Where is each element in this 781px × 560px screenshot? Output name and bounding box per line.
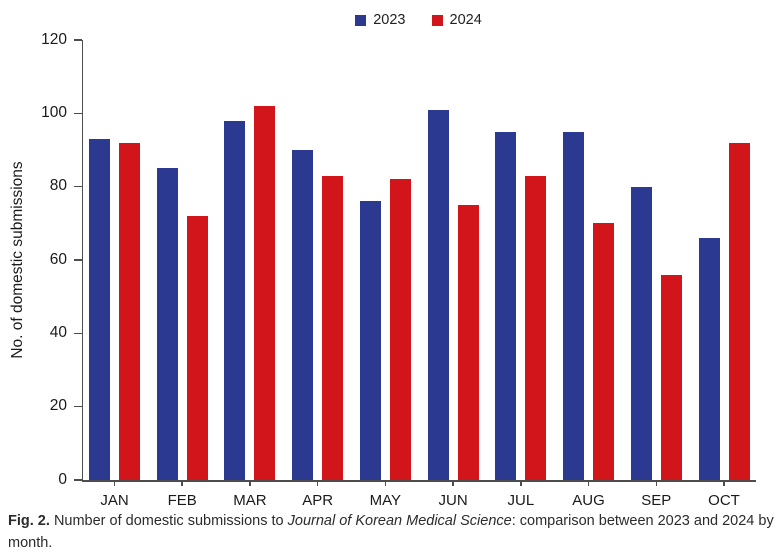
y-tick-label-100: 100 (41, 103, 67, 121)
y-axis-tick-20 (74, 405, 82, 408)
bar-2023-apr (292, 150, 314, 480)
x-tick-label-apr: APR (302, 492, 334, 509)
bar-2023-feb (156, 168, 178, 480)
bar-2024-sep (660, 274, 682, 480)
x-axis-tick-sep (655, 480, 658, 486)
bar-2023-jan (89, 139, 110, 480)
x-axis-tick-jan (113, 480, 116, 486)
x-axis-tick-feb (181, 480, 183, 486)
legend-swatch-2024-icon (431, 14, 443, 26)
x-tick-label-jul: JUL (507, 492, 535, 509)
bar-2024-jul (525, 175, 547, 480)
caption-text-before: Number of domestic submissions to (53, 513, 284, 529)
bar-2024-oct (728, 142, 750, 480)
x-tick-label-feb: FEB (167, 492, 197, 509)
bar-2024-jan (119, 142, 140, 480)
bar-2023-jul (495, 131, 517, 480)
legend-item-2023: 2023 (355, 12, 406, 28)
y-tick-label-40: 40 (49, 323, 67, 341)
legend-label-2023: 2023 (373, 12, 406, 28)
chart-legend: 2023 2024 (82, 9, 755, 31)
bar-2024-may (389, 179, 411, 480)
caption-figure-number: Fig. 2. (8, 513, 50, 529)
y-tick-label-80: 80 (49, 177, 67, 195)
y-axis-tick-40 (74, 332, 82, 335)
bar-2024-apr (322, 175, 344, 480)
y-tick-label-0: 0 (58, 470, 67, 488)
x-tick-label-jan: JAN (100, 492, 129, 509)
x-axis-tick-jul (520, 480, 522, 486)
y-tick-label-60: 60 (49, 250, 67, 268)
bar-2024-feb (186, 216, 208, 480)
x-tick-label-sep: SEP (641, 492, 672, 509)
bar-2023-may (359, 201, 381, 480)
y-tick-label-20: 20 (49, 397, 67, 415)
y-axis-tick-60 (74, 259, 82, 261)
legend-label-2024: 2024 (449, 12, 482, 28)
x-axis-tick-aug (587, 480, 590, 486)
x-axis-tick-jun (452, 480, 454, 486)
y-tick-label-120: 120 (41, 30, 67, 48)
bar-2024-mar (254, 106, 276, 480)
y-axis-tick-100 (74, 112, 82, 115)
bar-2023-oct (698, 238, 720, 480)
bar-2023-jun (427, 109, 449, 480)
x-axis-tick-apr (316, 480, 319, 486)
y-axis-tick-120 (74, 39, 82, 41)
x-tick-label-may: MAY (369, 492, 402, 509)
plot-area: 0 20 40 60 80 100 120 JAN FEB MAR APR MAY JUN JUL AUG S… (41, 31, 756, 509)
caption-text-after: : comparison between 2023 and 2024 by mo… (8, 513, 774, 551)
x-tick-label-aug: AUG (572, 492, 605, 509)
figure-caption: Fig. 2. Number of domestic submissions t… (8, 510, 776, 554)
bar-2024-jun (457, 205, 479, 480)
bar-2023-aug (563, 131, 585, 480)
bar-2023-mar (224, 120, 246, 480)
x-axis-tick-mar (249, 480, 251, 486)
x-axis-tick-oct (723, 480, 725, 486)
y-axis-tick-0 (74, 479, 82, 481)
y-axis-tick-80 (74, 185, 82, 188)
legend-swatch-2023-icon (355, 14, 367, 26)
bar-2023-sep (630, 186, 652, 480)
x-tick-label-mar: MAR (233, 492, 267, 509)
x-axis-tick-may (384, 480, 387, 486)
x-tick-label-jun: JUN (438, 492, 468, 509)
bar-2024-aug (593, 223, 615, 480)
caption-journal-name: Journal of Korean Medical Science (287, 513, 512, 529)
legend-item-2024: 2024 (431, 12, 482, 28)
x-tick-label-oct: OCT (708, 492, 740, 509)
